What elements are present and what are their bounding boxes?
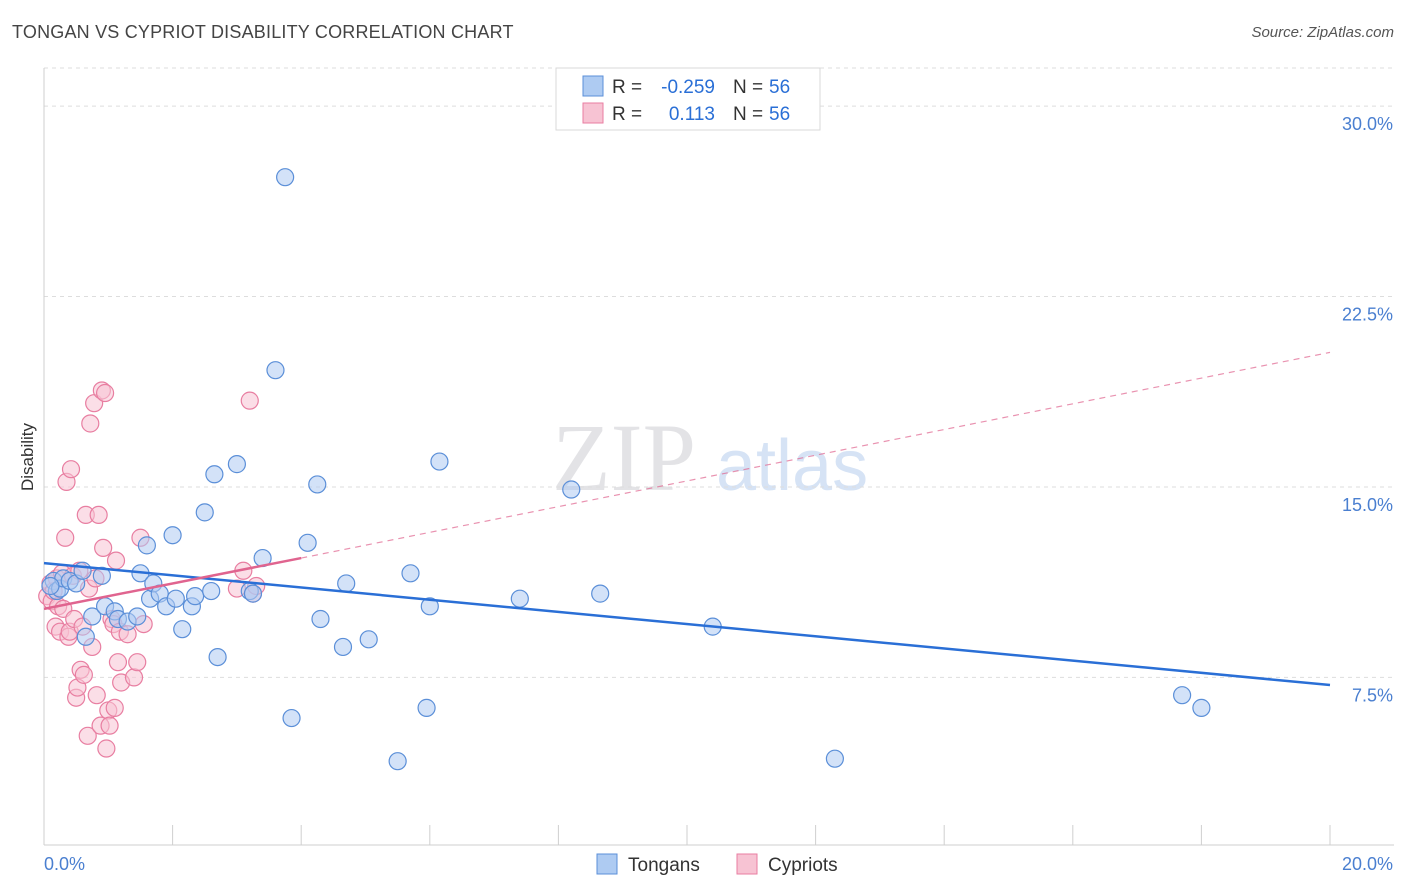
- cypriots-bottom-swatch: [736, 853, 758, 875]
- tongans-point: [591, 584, 610, 603]
- cypriots-trend-line: [43, 556, 302, 611]
- tongans-point: [92, 566, 111, 585]
- tongans-point: [41, 576, 60, 596]
- source-credit: Source: ZipAtlas.com: [1251, 24, 1394, 41]
- tongans-trend-line: [43, 561, 1331, 687]
- y-tick-label: 7.5%: [1352, 685, 1393, 705]
- y-tick-label: 15.0%: [1342, 495, 1393, 515]
- tongans-legend-label: Tongans: [628, 855, 700, 876]
- tongans-point: [420, 597, 439, 616]
- tongans-point: [276, 168, 295, 187]
- tongans-n-label: N =: [733, 77, 763, 98]
- cypriots-n-value: 56: [769, 104, 790, 125]
- x-tick-label-min: 0.0%: [44, 854, 85, 874]
- tongans-n-value: 56: [769, 77, 790, 98]
- cypriots-point: [100, 716, 119, 735]
- tongans-point: [76, 627, 95, 646]
- y-tick-label: 22.5%: [1342, 305, 1393, 325]
- cypriots-point: [105, 698, 124, 717]
- cypriots-point: [95, 383, 115, 403]
- cypriots-point: [74, 665, 93, 684]
- x-tick-label-max: 20.0%: [1342, 854, 1393, 874]
- cypriots-point: [240, 391, 259, 410]
- cypriots-point: [124, 668, 144, 687]
- tongans-point: [510, 589, 529, 608]
- tongans-point: [166, 589, 185, 608]
- cypriots-point: [89, 505, 108, 525]
- tongans-point: [205, 465, 224, 484]
- tongans-point: [359, 630, 378, 649]
- tongans-point: [282, 708, 301, 728]
- x-ticks: [43, 825, 1331, 845]
- tongans-point: [163, 526, 182, 545]
- cypriots-point: [108, 653, 128, 672]
- cypriots-point: [94, 538, 113, 558]
- y-tick-labels: 7.5% 15.0% 22.5% 30.0%: [1342, 114, 1393, 705]
- y-axis-label: Disability: [18, 422, 37, 491]
- tongans-point: [388, 752, 407, 771]
- cypriots-n-label: N =: [733, 104, 763, 125]
- axes: [43, 68, 1394, 846]
- tongans-point: [562, 480, 581, 499]
- cypriots-point: [78, 726, 97, 745]
- tongans-point: [417, 698, 436, 717]
- tongans-point: [173, 620, 192, 639]
- tongans-point: [430, 452, 449, 471]
- watermark-atlas: atlas: [716, 426, 868, 506]
- cypriots-legend-label: Cypriots: [768, 855, 838, 876]
- tongans-point: [227, 455, 246, 474]
- tongans-point: [137, 536, 156, 555]
- cypriots-point: [87, 686, 106, 705]
- tongans-point: [298, 533, 317, 552]
- series-legend: Tongans Cypriots: [596, 853, 838, 876]
- tongans-point: [73, 561, 92, 580]
- tongans-point: [1192, 698, 1211, 717]
- tongans-point: [208, 647, 227, 667]
- tongans-point: [128, 607, 147, 626]
- watermark: ZIP atlas: [552, 404, 868, 511]
- tongans-bottom-swatch: [596, 853, 618, 875]
- cypriots-r-label: R =: [612, 104, 642, 125]
- tongans-points: [41, 168, 1211, 771]
- cypriots-legend-swatch: [582, 102, 604, 124]
- cypriots-point: [106, 551, 126, 570]
- tongans-point: [195, 503, 214, 522]
- tongans-point: [243, 584, 263, 603]
- tongans-point: [337, 574, 356, 593]
- y-tick-label: 30.0%: [1342, 114, 1393, 134]
- tongans-r-label: R =: [612, 77, 642, 98]
- cypriots-trend-extension: [301, 351, 1331, 559]
- tongans-point: [83, 607, 102, 626]
- tongans-point: [308, 475, 327, 494]
- trend-lines: [43, 351, 1331, 687]
- tongans-legend-swatch: [582, 75, 604, 97]
- tongans-point: [333, 637, 353, 657]
- tongans-point: [186, 587, 205, 606]
- tongans-r-value: -0.259: [661, 77, 715, 98]
- cypriots-point: [56, 528, 75, 547]
- cypriots-point: [97, 739, 116, 758]
- tongans-point: [311, 609, 330, 629]
- cypriots-points: [38, 381, 266, 758]
- stats-legend: R = -0.259 N = 56 R = 0.113 N = 56: [555, 67, 821, 131]
- tongans-point: [266, 361, 285, 380]
- tongans-point: [825, 749, 844, 768]
- cypriots-point: [81, 414, 100, 433]
- tongans-point: [401, 564, 420, 583]
- cypriots-r-value: 0.113: [669, 104, 715, 125]
- chart-title: TONGAN VS CYPRIOT DISABILITY CORRELATION…: [12, 22, 514, 42]
- tongans-point: [1173, 686, 1192, 705]
- cypriots-point: [128, 653, 147, 672]
- cypriots-point: [61, 460, 81, 479]
- tongans-point: [202, 581, 221, 601]
